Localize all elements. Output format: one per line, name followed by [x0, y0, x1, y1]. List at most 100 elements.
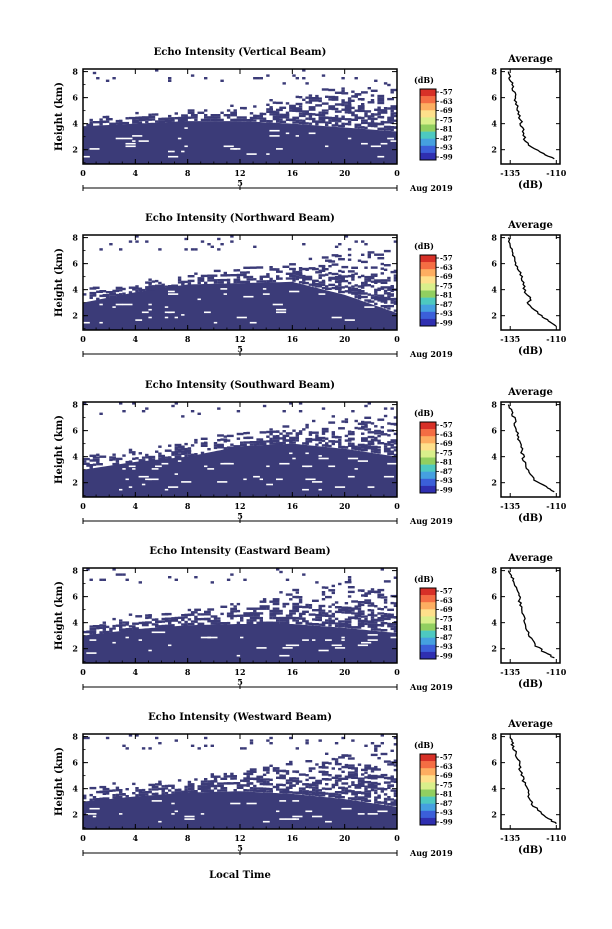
echo-gap [243, 295, 254, 298]
echo-speck [249, 768, 257, 771]
echo-speck [174, 112, 178, 115]
echo-speck [272, 115, 280, 118]
echo-speck [233, 445, 241, 448]
echo-speck [132, 782, 136, 786]
echo-speck [321, 766, 329, 769]
echo-speck [334, 762, 342, 766]
echo-speck [112, 568, 116, 571]
echo-speck [377, 775, 385, 779]
echo-speck [158, 454, 165, 458]
echo-speck [357, 107, 365, 110]
echo-speck [115, 786, 120, 789]
echo-gap [115, 303, 123, 306]
echo-speck [115, 289, 123, 292]
echo-speck [344, 611, 352, 614]
echo-gap [122, 468, 126, 470]
echo-gap [246, 802, 257, 805]
echo-speck [141, 788, 146, 792]
date-day-label: 5 [237, 178, 243, 188]
echo-speck [249, 787, 254, 790]
echo-gap [387, 137, 394, 140]
echo-speck [190, 744, 195, 747]
echo-speck [325, 619, 329, 622]
echo-speck [148, 278, 152, 281]
echo-gap [125, 145, 136, 148]
echo-speck [295, 747, 299, 750]
echo-speck [390, 625, 394, 628]
echo-gap [168, 150, 172, 153]
echo-speck [168, 784, 175, 787]
echo-speck [177, 116, 182, 120]
echo-speck [393, 789, 397, 793]
echo-gap [240, 636, 244, 639]
echo-gap [305, 465, 313, 468]
echo-speck [387, 422, 391, 425]
x-tick-label: 20 [339, 501, 351, 511]
echo-speck [262, 280, 267, 283]
echo-gap [285, 644, 296, 647]
echo-speck [259, 114, 263, 118]
echo-speck [246, 784, 250, 787]
echo-speck [155, 279, 159, 283]
echo-speck [102, 626, 106, 629]
echo-speck [213, 777, 218, 781]
echo-speck [328, 121, 332, 124]
echo-speck [305, 440, 313, 443]
echo-speck [158, 783, 162, 786]
echo-speck [387, 107, 391, 110]
echo-speck [292, 270, 296, 273]
echo-speck [347, 248, 352, 251]
echo-speck [132, 452, 136, 456]
echo-speck [393, 126, 397, 129]
echo-speck [305, 442, 309, 445]
echo-gap [128, 486, 133, 488]
echo-speck [331, 107, 339, 111]
date-month-label: Aug 2019 [409, 682, 453, 692]
echo-speck [266, 103, 270, 106]
echo-speck [380, 295, 384, 298]
echo-speck [338, 269, 342, 273]
echo-speck [295, 782, 299, 785]
echo-speck [318, 120, 326, 124]
echo-speck [347, 120, 352, 124]
echo-speck [312, 618, 316, 621]
echo-speck [112, 627, 116, 630]
echo-speck [367, 101, 375, 104]
echo-speck [190, 787, 195, 791]
echo-speck [387, 796, 391, 799]
echo-speck [102, 120, 110, 123]
echo-speck [259, 619, 263, 622]
echo-speck [338, 120, 342, 123]
echo-speck [338, 281, 342, 284]
echo-speck [318, 611, 322, 615]
echo-gap [119, 488, 123, 491]
echo-speck [89, 466, 93, 469]
echo-speck [328, 589, 336, 592]
echo-gap [177, 460, 182, 462]
echo-speck [256, 438, 264, 441]
echo-speck [318, 283, 326, 286]
average-title: Average [507, 387, 553, 398]
echo-speck [341, 89, 345, 93]
echo-speck [377, 287, 385, 290]
echo-speck [357, 763, 362, 766]
echo-speck [177, 276, 182, 279]
echo-speck [279, 106, 287, 109]
echo-speck [256, 616, 260, 620]
average-y-tick-label: 4 [491, 452, 497, 462]
echo-speck [318, 97, 322, 100]
echo-speck [217, 248, 221, 251]
echo-speck [347, 609, 355, 612]
echo-speck [262, 787, 270, 791]
echo-speck [390, 289, 394, 293]
echo-speck [374, 450, 378, 454]
echo-speck [393, 416, 397, 419]
echo-speck [298, 274, 303, 277]
echo-speck [377, 434, 381, 438]
echo-speck [210, 581, 214, 584]
echo-speck [276, 270, 283, 273]
echo-speck [387, 429, 394, 432]
echo-speck [344, 754, 352, 757]
echo-speck [213, 775, 221, 778]
echo-speck [89, 630, 97, 633]
